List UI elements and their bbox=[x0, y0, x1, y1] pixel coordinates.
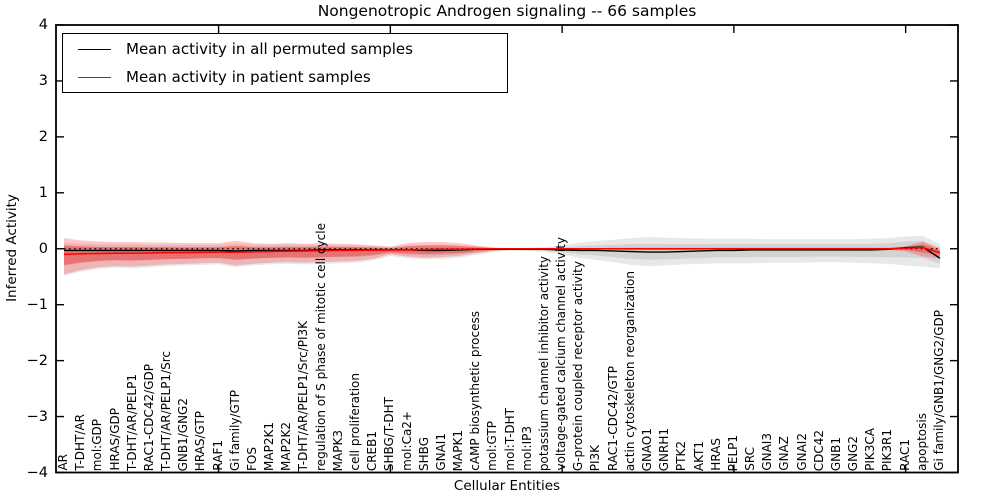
x-category-label: RAC1 bbox=[897, 439, 912, 471]
x-category-label: SHBG/T-DHT bbox=[382, 396, 397, 471]
legend-label: Mean activity in all permuted samples bbox=[126, 40, 413, 58]
x-category-label: G-protein coupled receptor activity bbox=[571, 260, 586, 471]
patient-band-inner bbox=[64, 244, 940, 266]
x-category-label: GNAI2 bbox=[794, 433, 809, 471]
x-category-label: cell proliferation bbox=[348, 373, 362, 471]
y-tick-label: −4 bbox=[26, 464, 48, 481]
chart-title: Nongenotropic Androgen signaling -- 66 s… bbox=[317, 2, 697, 20]
x-category-label: MAP2K1 bbox=[262, 422, 277, 471]
x-category-label: mol:Ca2+ bbox=[399, 411, 414, 471]
x-category-label: MAP2K2 bbox=[279, 422, 294, 471]
x-category-label: PI3K bbox=[588, 444, 603, 471]
y-tick-label: −1 bbox=[26, 296, 48, 313]
x-category-label: GNB1 bbox=[828, 436, 843, 471]
legend-entry-patient: Mean activity in patient samples bbox=[63, 63, 507, 91]
x-category-label: mol:GTP bbox=[485, 421, 500, 471]
x-category-label: Gi family/GTP bbox=[227, 390, 242, 471]
x-category-label: mol:GDP bbox=[90, 418, 105, 471]
x-category-label: voltage-gated calcium channel activity bbox=[554, 237, 569, 471]
y-tick-label: 0 bbox=[38, 240, 48, 257]
x-category-label: mol:IP3 bbox=[519, 426, 534, 471]
x-category-label: MAPK3 bbox=[330, 429, 345, 471]
x-category-label: PTK2 bbox=[674, 440, 689, 471]
x-category-label: FOS bbox=[244, 447, 259, 471]
x-category-label: RAC1-CDC42/GDP bbox=[141, 363, 156, 471]
permuted-line-swatch bbox=[78, 48, 111, 50]
x-category-label: GNAI3 bbox=[760, 433, 775, 471]
legend-label: Mean activity in patient samples bbox=[126, 68, 371, 86]
x-category-label: GNRH1 bbox=[657, 427, 672, 471]
x-category-label: GNB1/GNG2 bbox=[176, 397, 191, 471]
x-category-label: RAC1-CDC42/GTP bbox=[605, 366, 620, 471]
x-category-label: RAF1 bbox=[210, 440, 225, 471]
x-category-label: PELP1 bbox=[725, 434, 740, 471]
patient-band-outer bbox=[64, 238, 940, 275]
x-category-label: PIK3CA bbox=[863, 428, 878, 471]
x-category-label: HRAS/GDP bbox=[107, 408, 122, 471]
x-category-label: SHBG bbox=[416, 437, 431, 471]
x-category-label: CREB1 bbox=[365, 430, 380, 471]
x-category-label: regulation of S phase of mitotic cell cy… bbox=[313, 223, 328, 471]
legend-entry-permuted: Mean activity in all permuted samples bbox=[63, 35, 507, 63]
permuted-band-outer bbox=[64, 235, 940, 276]
y-tick-label: −2 bbox=[26, 352, 48, 369]
x-category-label: T-DHT/AR bbox=[73, 414, 88, 471]
x-category-label: CDC42 bbox=[811, 429, 826, 471]
x-category-label: AKT1 bbox=[691, 440, 706, 471]
y-tick-label: 4 bbox=[38, 17, 48, 33]
y-tick-label: 1 bbox=[38, 184, 48, 201]
axes-frame bbox=[55, 24, 959, 474]
x-category-label: GNAZ bbox=[777, 436, 792, 471]
x-category-label: T-DHT/AR/PELP1 bbox=[124, 373, 139, 471]
x-category-label: actin cytoskeleton reorganization bbox=[622, 270, 637, 471]
x-category-label: HRAS bbox=[708, 438, 723, 471]
x-category-label: Gi family/GNB1/GNG2/GDP bbox=[932, 310, 946, 471]
x-category-label: AR bbox=[56, 454, 70, 471]
x-category-label: GNAI1 bbox=[433, 433, 448, 471]
y-tick-label: −3 bbox=[26, 408, 48, 425]
x-category-label: apoptosis bbox=[914, 413, 929, 471]
x-category-label: PIK3R1 bbox=[880, 428, 895, 471]
x-category-label: GNAO1 bbox=[640, 427, 654, 471]
x-category-label: mol:T-DHT bbox=[502, 408, 517, 471]
x-category-label: HRAS/GTP bbox=[193, 410, 208, 471]
patient-line-swatch bbox=[78, 76, 111, 78]
x-category-label: cAMP biosynthetic process bbox=[468, 311, 483, 471]
x-axis-label: Cellular Entities bbox=[453, 478, 561, 494]
y-tick-label: 2 bbox=[38, 128, 48, 145]
permuted-band-inner bbox=[64, 240, 940, 265]
x-category-label: MAPK1 bbox=[451, 429, 466, 471]
x-category-label: potassium channel inhibitor activity bbox=[536, 255, 551, 471]
x-category-label: T-DHT/AR/PELP1/Src/PI3K bbox=[296, 320, 311, 471]
x-category-label: GNG2 bbox=[846, 435, 861, 471]
patient-mean-line bbox=[63, 246, 941, 256]
y-tick-label: 3 bbox=[38, 72, 48, 89]
x-category-label: SRC bbox=[743, 447, 758, 471]
x-category-label: T-DHT/AR/PELP1/Src bbox=[159, 350, 174, 471]
legend: Mean activity in all permuted samples Me… bbox=[62, 33, 508, 93]
